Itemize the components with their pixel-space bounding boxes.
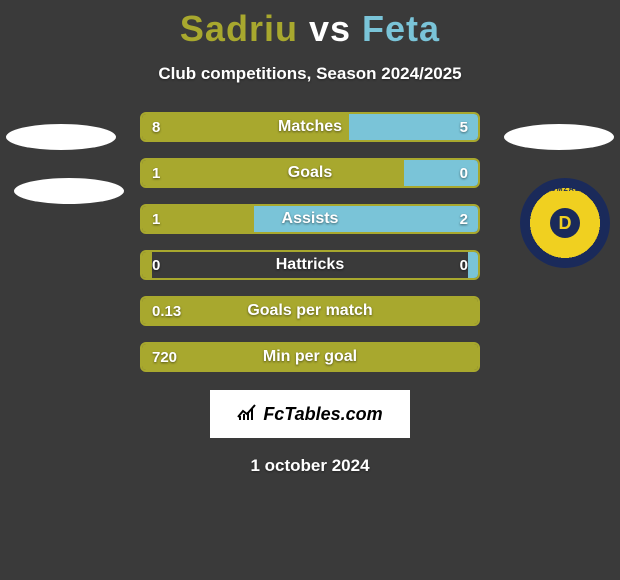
brand-banner: FcTables.com [210, 390, 410, 438]
player2-badge-placeholder-1 [504, 124, 614, 150]
badge-text: DOMŽALE [544, 186, 586, 193]
chart-icon [237, 403, 257, 426]
player1-badge-placeholder-2 [14, 178, 124, 204]
stat-label: Assists [142, 206, 478, 232]
player1-badge-placeholder-1 [6, 124, 116, 150]
stat-label: Hattricks [142, 252, 478, 278]
stat-label: Min per goal [142, 344, 478, 370]
stat-label: Goals per match [142, 298, 478, 324]
stat-row: 10Goals [140, 158, 480, 188]
page-title: Sadriu vs Feta [0, 0, 620, 50]
player1-name: Sadriu [180, 8, 298, 49]
badge-letter: D [550, 208, 580, 238]
footer-date: 1 october 2024 [0, 456, 620, 476]
stat-row: 12Assists [140, 204, 480, 234]
stat-label: Matches [142, 114, 478, 140]
title-vs: vs [309, 8, 351, 49]
stat-label: Goals [142, 160, 478, 186]
player2-name: Feta [362, 8, 440, 49]
stat-row: 00Hattricks [140, 250, 480, 280]
subtitle: Club competitions, Season 2024/2025 [0, 64, 620, 84]
player2-club-badge: DOMŽALE D [520, 178, 610, 268]
stat-row: 85Matches [140, 112, 480, 142]
stat-row: 0.13Goals per match [140, 296, 480, 326]
stat-row: 720Min per goal [140, 342, 480, 372]
brand-text: FcTables.com [263, 404, 382, 425]
